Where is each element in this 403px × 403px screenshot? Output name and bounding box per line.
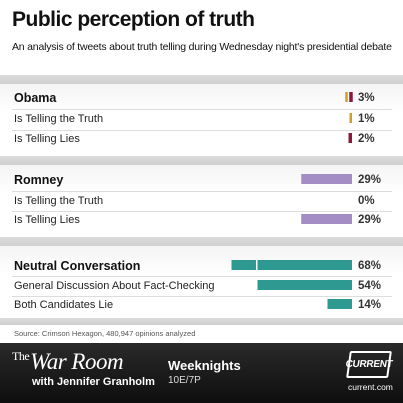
row-value-label: 14% bbox=[358, 299, 382, 311]
network-logo-text: CURRENT bbox=[344, 359, 394, 370]
row-value-label: 2% bbox=[358, 133, 375, 145]
section-band bbox=[0, 318, 403, 325]
show-logo-the: The bbox=[12, 349, 30, 363]
row-neutral-bothlie: Both Candidates Lie 14% bbox=[0, 296, 403, 316]
row-label: General Discussion About Fact-Checking bbox=[14, 280, 215, 292]
network-url: current.com bbox=[348, 382, 393, 392]
show-logo-name: War Room bbox=[30, 349, 124, 374]
row-label: Is Telling Lies bbox=[14, 214, 80, 226]
row-divider bbox=[12, 296, 392, 297]
row-divider bbox=[12, 130, 392, 131]
row-value-label: 1% bbox=[358, 113, 375, 125]
row-romney-lies: Is Telling Lies 29% bbox=[0, 211, 403, 231]
show-time: 10E/7P bbox=[168, 375, 201, 386]
network-logo: CURRENT bbox=[344, 351, 394, 378]
row-romney-truth: Is Telling the Truth 0% bbox=[0, 192, 403, 212]
group-total-label: 68% bbox=[358, 260, 382, 272]
row-obama-lies: Is Telling Lies 2% bbox=[0, 130, 403, 150]
group-name: Neutral Conversation bbox=[14, 259, 141, 273]
section-band bbox=[0, 156, 403, 165]
show-schedule: Weeknights bbox=[168, 358, 241, 373]
chart-title: Public perception of truth bbox=[12, 8, 255, 31]
row-value-label: 0% bbox=[358, 195, 375, 207]
group-total-label: 3% bbox=[358, 92, 375, 104]
source-note: Source: Crimson Hexagon, 480,947 opinion… bbox=[14, 329, 196, 338]
show-host: with Jennifer Granholm bbox=[32, 376, 155, 388]
group-header-obama: Obama 3% bbox=[0, 89, 403, 109]
row-obama-truth: Is Telling the Truth 1% bbox=[0, 110, 403, 130]
group-header-romney: Romney 29% bbox=[0, 171, 403, 191]
section-band bbox=[0, 237, 403, 246]
section-background bbox=[0, 84, 403, 156]
row-label: Is Telling the Truth bbox=[14, 195, 104, 207]
row-label: Is Telling Lies bbox=[14, 133, 80, 145]
group-header-neutral: Neutral Conversation 68% bbox=[0, 257, 403, 277]
group-total-label: 29% bbox=[358, 174, 382, 186]
footer-banner: TheWar Room with Jennifer Granholm Weekn… bbox=[0, 343, 403, 403]
chart-subtitle: An analysis of tweets about truth tellin… bbox=[12, 41, 392, 53]
row-neutral-factcheck: General Discussion About Fact-Checking 5… bbox=[0, 277, 403, 297]
row-divider bbox=[12, 109, 392, 110]
group-name: Obama bbox=[14, 91, 57, 105]
row-divider bbox=[12, 276, 392, 277]
group-name: Romney bbox=[14, 173, 64, 187]
row-divider bbox=[12, 191, 392, 192]
row-value-label: 29% bbox=[358, 214, 382, 226]
show-logo: TheWar Room bbox=[12, 349, 124, 375]
row-value-label: 54% bbox=[358, 280, 382, 292]
section-band bbox=[0, 75, 403, 84]
row-divider bbox=[12, 211, 392, 212]
row-label: Is Telling the Truth bbox=[14, 113, 104, 125]
row-label: Both Candidates Lie bbox=[14, 299, 114, 311]
